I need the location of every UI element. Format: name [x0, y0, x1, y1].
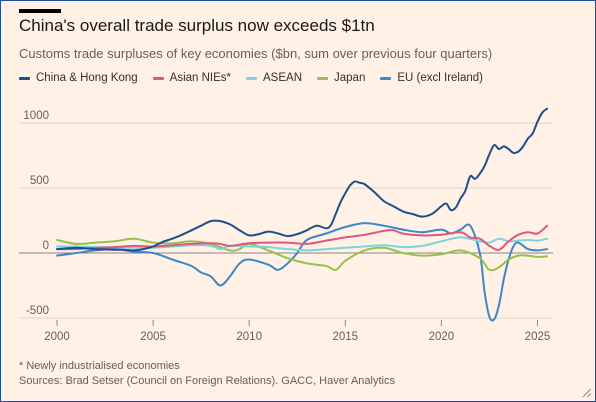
legend-item: ASEAN: [246, 72, 302, 84]
legend-swatch: [246, 76, 258, 80]
chart-subtitle: Customs trade surpluses of key economies…: [19, 46, 493, 61]
x-tick-label: 2005: [140, 331, 166, 343]
x-tick-label: 2000: [44, 331, 70, 343]
legend-label: Japan: [334, 72, 366, 84]
footnote: * Newly industrialised economies: [19, 360, 180, 372]
y-tick-label: 0: [43, 240, 49, 252]
sources-note: Sources: Brad Setser (Council on Foreign…: [19, 375, 395, 387]
x-tick-label: 2015: [332, 331, 358, 343]
x-tick-label: 2025: [525, 331, 551, 343]
legend-item: Japan: [317, 72, 365, 84]
legend-swatch: [317, 76, 329, 80]
series-line-china-hong-kong: [56, 107, 549, 252]
series-line-asean: [56, 236, 549, 252]
x-tick-label: 2020: [429, 331, 455, 343]
legend-item: China & Hong Kong: [19, 72, 138, 84]
legend-label: ASEAN: [263, 72, 303, 84]
legend-label: Asian NIEs*: [169, 72, 232, 84]
legend-label: EU (excl Ireland): [397, 72, 483, 84]
legend-swatch: [19, 76, 30, 80]
legend-label: China & Hong Kong: [36, 72, 138, 84]
series-line-japan: [56, 237, 549, 272]
y-tick-label: 500: [30, 175, 49, 187]
legend-swatch: [152, 76, 164, 80]
legend-item: EU (excl Ireland): [380, 72, 483, 84]
legend-item: Asian NIEs*: [152, 72, 232, 84]
x-tick-label: 2010: [236, 331, 262, 343]
legend-swatch: [380, 76, 392, 80]
legend: China & Hong Kong Asian NIEs* ASEAN Japan EU…: [19, 72, 483, 84]
y-tick-label: 1000: [23, 110, 49, 122]
chart-title: China's overall trade surplus now exceed…: [19, 16, 375, 35]
series-line-asian-nies: [56, 224, 549, 251]
y-tick-label: -500: [26, 305, 49, 317]
resize-grip-icon[interactable]: [582, 388, 591, 397]
accent-bar: [19, 9, 61, 13]
series-line-eu-excl-ireland: [56, 222, 549, 322]
